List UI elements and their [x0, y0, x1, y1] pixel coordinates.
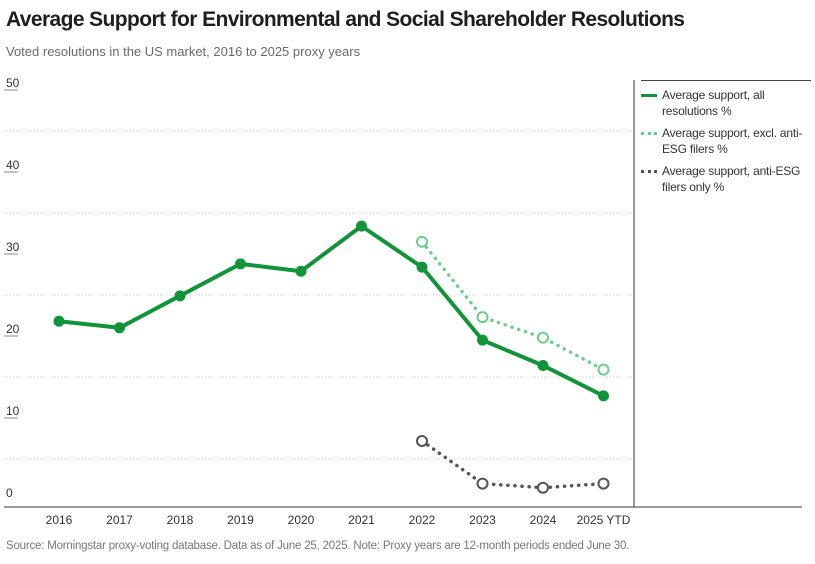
series-line	[420, 439, 606, 490]
x-axis-labels: 2016 2017 2018 2019 2020 2021 2022 2023 2024 2025…	[46, 513, 631, 527]
grid-layer	[4, 80, 802, 508]
chart-title: Average Support for Environmental and So…	[6, 8, 685, 31]
legend-item: Average support, anti-ESG filers only %	[641, 163, 811, 195]
data-point-marker	[537, 481, 549, 494]
y-tick-label: 20	[6, 322, 20, 336]
legend-label: Average support, anti-ESG filers only %	[662, 164, 801, 194]
data-point-marker	[537, 331, 549, 344]
y-tick-label: 0	[6, 486, 13, 500]
data-point-marker	[356, 220, 367, 232]
data-point-marker	[114, 322, 125, 334]
legend-item: Average support, excl. anti-ESG filers %	[641, 125, 811, 157]
data-point-marker	[476, 311, 489, 324]
x-tick-label: 2024	[530, 513, 557, 527]
x-tick-label: 2022	[409, 513, 436, 527]
y-tick-label: 10	[6, 404, 20, 418]
data-point-marker	[537, 360, 549, 372]
data-point-marker	[597, 363, 610, 376]
y-tick-label: 30	[6, 240, 20, 254]
x-tick-label: 2018	[167, 513, 194, 527]
series-layer	[53, 220, 610, 494]
legend-item: Average support, all resolutions %	[641, 87, 811, 119]
data-point-marker	[295, 265, 307, 277]
y-axis-labels: 0 10 20 30 40 50	[6, 76, 20, 500]
chart-legend: Average support, all resolutions % Averag…	[641, 80, 811, 201]
y-tick-label: 50	[6, 76, 20, 90]
series-line	[420, 239, 606, 372]
legend-label: Average support, excl. anti-ESG filers %	[662, 126, 803, 156]
series-line	[57, 224, 606, 398]
legend-label: Average support, all resolutions %	[662, 88, 765, 118]
data-point-marker	[477, 334, 488, 346]
x-tick-label: 2023	[469, 513, 496, 527]
data-point-marker	[174, 290, 186, 302]
x-tick-label: 2019	[227, 513, 254, 527]
source-note: Source: Morningstar proxy-voting databas…	[6, 540, 630, 552]
chart-subtitle: Voted resolutions in the US market, 2016…	[6, 44, 361, 59]
legend-swatch	[641, 170, 657, 173]
data-point-marker	[476, 477, 489, 490]
legend-swatch	[641, 132, 657, 135]
legend-swatch	[641, 94, 657, 97]
y-tick-label: 40	[6, 158, 20, 172]
x-tick-label: 2016	[46, 513, 73, 527]
x-tick-label: 2020	[288, 513, 315, 527]
data-point-marker	[235, 258, 246, 270]
data-point-marker	[416, 261, 428, 273]
x-tick-label: 2025 YTD	[577, 513, 631, 527]
data-point-marker	[416, 235, 428, 248]
data-point-marker	[416, 434, 428, 447]
data-point-marker	[53, 315, 65, 327]
x-tick-label: 2017	[106, 513, 133, 527]
x-tick-label: 2021	[348, 513, 375, 527]
data-point-marker	[598, 390, 609, 402]
data-point-marker	[597, 477, 610, 490]
